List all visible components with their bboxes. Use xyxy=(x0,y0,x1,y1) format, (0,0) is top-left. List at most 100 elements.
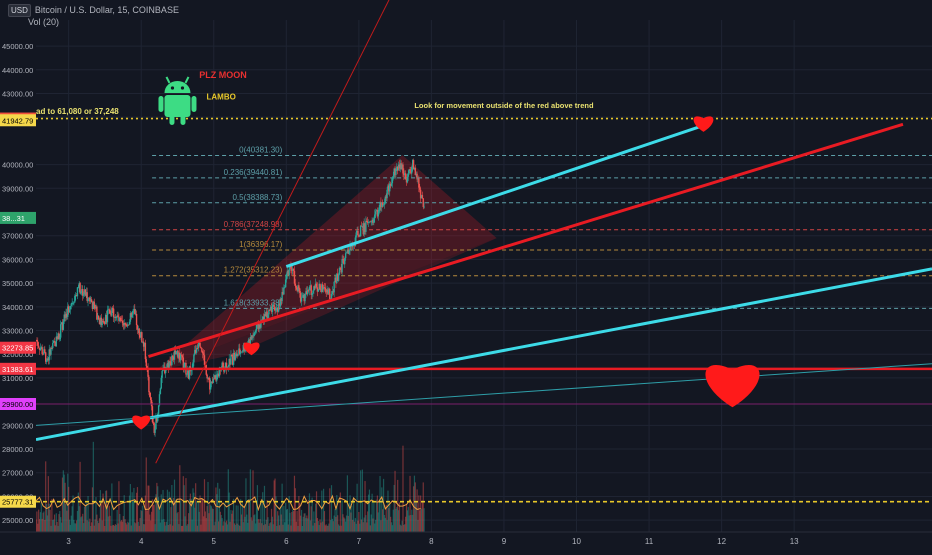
volume-bar xyxy=(80,517,82,532)
volume-bar xyxy=(243,507,245,532)
volume-bar xyxy=(199,495,201,532)
candle-body xyxy=(67,306,70,313)
volume-bar xyxy=(283,505,285,532)
candle-body xyxy=(119,317,122,321)
candle-body xyxy=(253,333,255,337)
candle-body xyxy=(111,308,113,316)
candle-body xyxy=(292,268,295,271)
candle-body xyxy=(47,358,50,361)
candle-body xyxy=(93,301,95,306)
candle-body xyxy=(149,392,151,397)
volume-bar xyxy=(309,520,311,532)
volume-bar xyxy=(412,486,415,532)
volume-bar xyxy=(410,515,412,532)
candle-body xyxy=(172,355,174,357)
volume-bar xyxy=(416,489,418,532)
candle-body xyxy=(144,342,147,360)
heart-icon xyxy=(132,415,151,430)
candle-body xyxy=(45,360,48,362)
android-eye xyxy=(180,86,185,90)
currency-badge[interactable]: USD xyxy=(8,4,31,17)
volume-bar xyxy=(375,519,377,532)
volume-bar xyxy=(406,510,408,532)
candle-body xyxy=(104,314,107,324)
volume-bar xyxy=(172,525,174,532)
volume-bar xyxy=(389,504,391,532)
price-tick-label: 35000.00 xyxy=(2,279,33,288)
volume-bar xyxy=(70,515,72,532)
candle-body xyxy=(336,273,339,281)
volume-bar xyxy=(340,525,342,532)
volume-indicator-label[interactable]: Vol (20) xyxy=(28,17,60,27)
volume-bar xyxy=(332,521,334,532)
volume-bar xyxy=(211,508,214,532)
candle-body xyxy=(252,335,254,337)
volume-bar xyxy=(263,485,266,532)
candle-body xyxy=(188,366,191,379)
candle-body xyxy=(127,324,130,326)
volume-bar xyxy=(393,484,395,532)
volume-bar xyxy=(98,518,101,532)
volume-bar xyxy=(135,523,137,532)
volume-bar xyxy=(196,525,199,532)
candle-body xyxy=(43,349,45,355)
volume-bar xyxy=(60,522,63,532)
volume-bar xyxy=(141,510,143,532)
candle-body xyxy=(404,173,407,180)
candle-body xyxy=(183,363,185,369)
volume-bar xyxy=(197,500,199,532)
volume-bar xyxy=(218,488,221,532)
volume-bar xyxy=(313,511,315,532)
volume-bar xyxy=(39,512,42,532)
candle-body xyxy=(199,342,201,348)
candle-body xyxy=(423,206,425,208)
volume-bar xyxy=(278,525,281,532)
volume-bar xyxy=(120,520,123,532)
volume-bar xyxy=(315,503,317,532)
candle-body xyxy=(287,270,289,276)
candle-body xyxy=(117,315,119,318)
volume-bar xyxy=(319,519,321,532)
volume-bar xyxy=(92,441,94,532)
price-tick-label: 25000.00 xyxy=(2,516,33,525)
candle-body xyxy=(402,164,404,174)
volume-bar xyxy=(212,508,214,532)
volume-bar xyxy=(43,511,45,532)
candle-body xyxy=(75,295,78,297)
volume-bar xyxy=(277,515,280,532)
candle-body xyxy=(254,330,257,333)
candle-body xyxy=(422,198,424,208)
candle-body xyxy=(318,283,320,290)
volume-bar xyxy=(273,480,275,532)
candle-body xyxy=(177,350,179,359)
candle-body xyxy=(142,341,144,343)
candle-body xyxy=(146,366,148,369)
volume-bar xyxy=(339,492,341,532)
volume-bar xyxy=(357,520,359,532)
candle-body xyxy=(249,337,252,345)
price-tick-label: 27000.00 xyxy=(2,469,33,478)
volume-bar xyxy=(195,483,197,532)
volume-bar xyxy=(233,498,235,532)
volume-bar xyxy=(145,457,147,532)
volume-bar xyxy=(136,487,139,532)
volume-bar xyxy=(241,503,244,532)
time-tick-label: 5 xyxy=(212,537,217,546)
volume-bar xyxy=(180,500,182,532)
candle-body xyxy=(356,231,358,233)
candle-body xyxy=(136,325,139,330)
candle-body xyxy=(308,287,311,291)
candle-body xyxy=(210,381,213,384)
candle-body xyxy=(143,342,146,347)
volume-bar xyxy=(296,510,298,532)
volume-bar xyxy=(204,511,206,532)
candle-body xyxy=(389,183,391,192)
volume-bar xyxy=(368,489,371,532)
volume-bar xyxy=(169,524,171,532)
candle-body xyxy=(123,322,125,326)
android-eye xyxy=(170,86,175,90)
volume-bar xyxy=(230,510,232,532)
candle-body xyxy=(133,309,135,311)
